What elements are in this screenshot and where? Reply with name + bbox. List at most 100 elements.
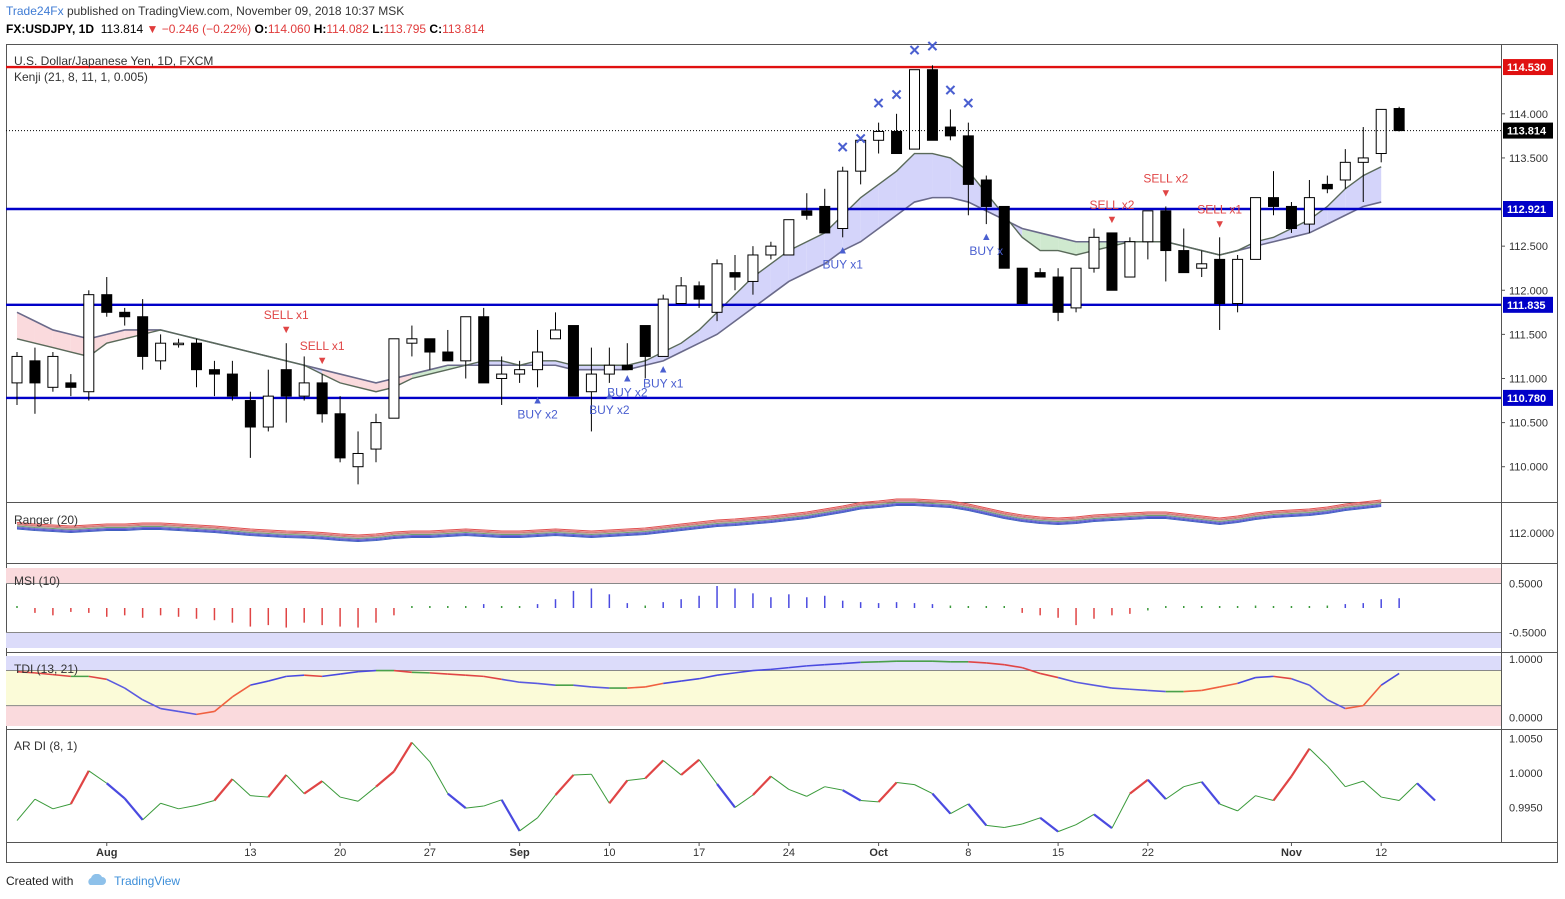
x-tick-label: 17	[693, 847, 705, 859]
main-pane-title: U.S. Dollar/Japanese Yen, 1D, FXCM	[14, 54, 213, 68]
tdi-line-segment	[1201, 686, 1220, 692]
tdi-line-segment	[788, 665, 807, 669]
ardi-line-segment	[1093, 813, 1113, 830]
candle-down	[729, 272, 741, 278]
x-tick-label: 8	[965, 847, 971, 859]
candle-down	[621, 364, 633, 371]
kenji-cloud-segment	[896, 153, 915, 216]
candle-up	[873, 130, 885, 141]
y-tick-label: 112.0000	[1509, 528, 1554, 540]
y-tick-label: 110.000	[1509, 462, 1548, 474]
x-marker: ✕	[890, 87, 903, 104]
tdi-line-segment	[1004, 663, 1023, 669]
ardi-line-segment	[213, 778, 234, 802]
candle-down	[1034, 272, 1046, 278]
y-tick-label: 112.500	[1509, 241, 1548, 253]
candle-down	[1178, 250, 1190, 274]
tdi-line-segment	[1380, 672, 1400, 686]
ardi-line-segment	[1381, 796, 1400, 802]
tdi-line-segment	[860, 660, 879, 664]
ardi-line-segment	[1004, 823, 1023, 828]
candle-down	[567, 325, 579, 397]
tradingview-cloud-icon	[85, 873, 107, 891]
ardi-line-segment	[357, 786, 377, 802]
tradingview-brand[interactable]: TradingView	[114, 874, 181, 888]
kenji-cloud-segment	[429, 365, 448, 375]
sell-signal-label: SELL x2	[1143, 171, 1188, 185]
candle-up	[47, 355, 59, 388]
tdi-line-segment	[806, 663, 825, 667]
candle-up	[514, 369, 526, 375]
ardi-line-segment	[303, 780, 323, 795]
kenji-cloud-segment	[860, 184, 879, 242]
symbol-header: FX:USDJPY, 1D 113.814 ▼ −0.246 (−0.22%) …	[6, 21, 485, 37]
tdi-line-segment	[178, 710, 197, 716]
level-price-label: 110.780	[1507, 393, 1546, 405]
tdi-line-segment	[1147, 689, 1166, 693]
candle-down	[208, 369, 220, 375]
tdi-line-segment	[1183, 689, 1202, 693]
tdi-line-segment	[1291, 677, 1310, 686]
candle-down	[137, 316, 149, 357]
tdi-line-segment	[1129, 688, 1148, 692]
ardi-line-segment	[627, 777, 646, 781]
kenji-cloud-segment	[932, 153, 951, 198]
tdi-line-segment	[231, 684, 251, 698]
tdi-title: TDI (13, 21)	[14, 662, 78, 676]
close-label: C:	[429, 22, 443, 36]
level-price-tag	[1503, 201, 1553, 218]
candle-down	[29, 360, 41, 384]
candle-down	[1393, 108, 1405, 132]
candle-up	[1142, 210, 1154, 243]
candle-down	[801, 210, 813, 216]
tdi-line-segment	[770, 666, 789, 671]
kenji-cloud-segment	[681, 329, 700, 353]
candle-up	[1375, 108, 1387, 155]
candle-down	[424, 338, 436, 353]
candle-up	[711, 263, 723, 313]
ranger-band-line	[16, 500, 1382, 538]
ardi-line-segment	[393, 741, 413, 773]
tdi-line-segment	[968, 660, 987, 664]
candle-down	[101, 294, 113, 313]
candle-down	[226, 373, 238, 397]
candle-down	[119, 311, 131, 318]
kenji-cloud-segment	[34, 321, 53, 348]
y-tick-label: 111.500	[1509, 329, 1547, 341]
publisher-name[interactable]: Trade24Fx	[6, 4, 64, 18]
x-marker: ✕	[926, 38, 939, 55]
tdi-line-segment	[250, 680, 269, 686]
tdi-line-segment	[196, 710, 215, 716]
ardi-line-segment	[500, 799, 521, 832]
ardi-line-segment	[806, 786, 825, 797]
ardi-line-segment	[106, 782, 126, 800]
y-tick-label: 0.5000	[1509, 579, 1543, 591]
tdi-mid-zone	[6, 670, 1501, 706]
ardi-line-segment	[967, 803, 988, 827]
candle-down	[1106, 232, 1118, 291]
tdi-line-segment	[124, 687, 144, 701]
y-tick-label: 113.500	[1509, 153, 1548, 165]
y-tick-label: -0.5000	[1509, 627, 1546, 639]
tdi-line-segment	[286, 674, 305, 678]
candle-up	[83, 294, 95, 393]
ardi-line-segment	[1111, 793, 1131, 829]
sell-arrow-icon: ▼	[1160, 187, 1171, 199]
ardi-line-segment	[788, 788, 807, 797]
kenji-cloud-segment	[1363, 166, 1382, 207]
buy-arrow-icon: ▲	[837, 244, 848, 256]
ardi-line-segment	[608, 779, 629, 804]
tdi-line-segment	[842, 661, 861, 665]
candle-up	[1232, 258, 1244, 304]
candle-down	[962, 135, 974, 185]
tdi-line-segment	[213, 696, 233, 713]
candle-up	[532, 351, 544, 371]
y-tick-label: 111.000	[1509, 373, 1547, 385]
candle-up	[675, 285, 687, 304]
buy-signal-label: BUY x2	[517, 407, 558, 421]
sell-signal-label: SELL x2	[1089, 198, 1134, 212]
ardi-line-segment	[1290, 748, 1311, 777]
candle-down	[191, 342, 202, 371]
ardi-line-segment	[537, 794, 556, 819]
